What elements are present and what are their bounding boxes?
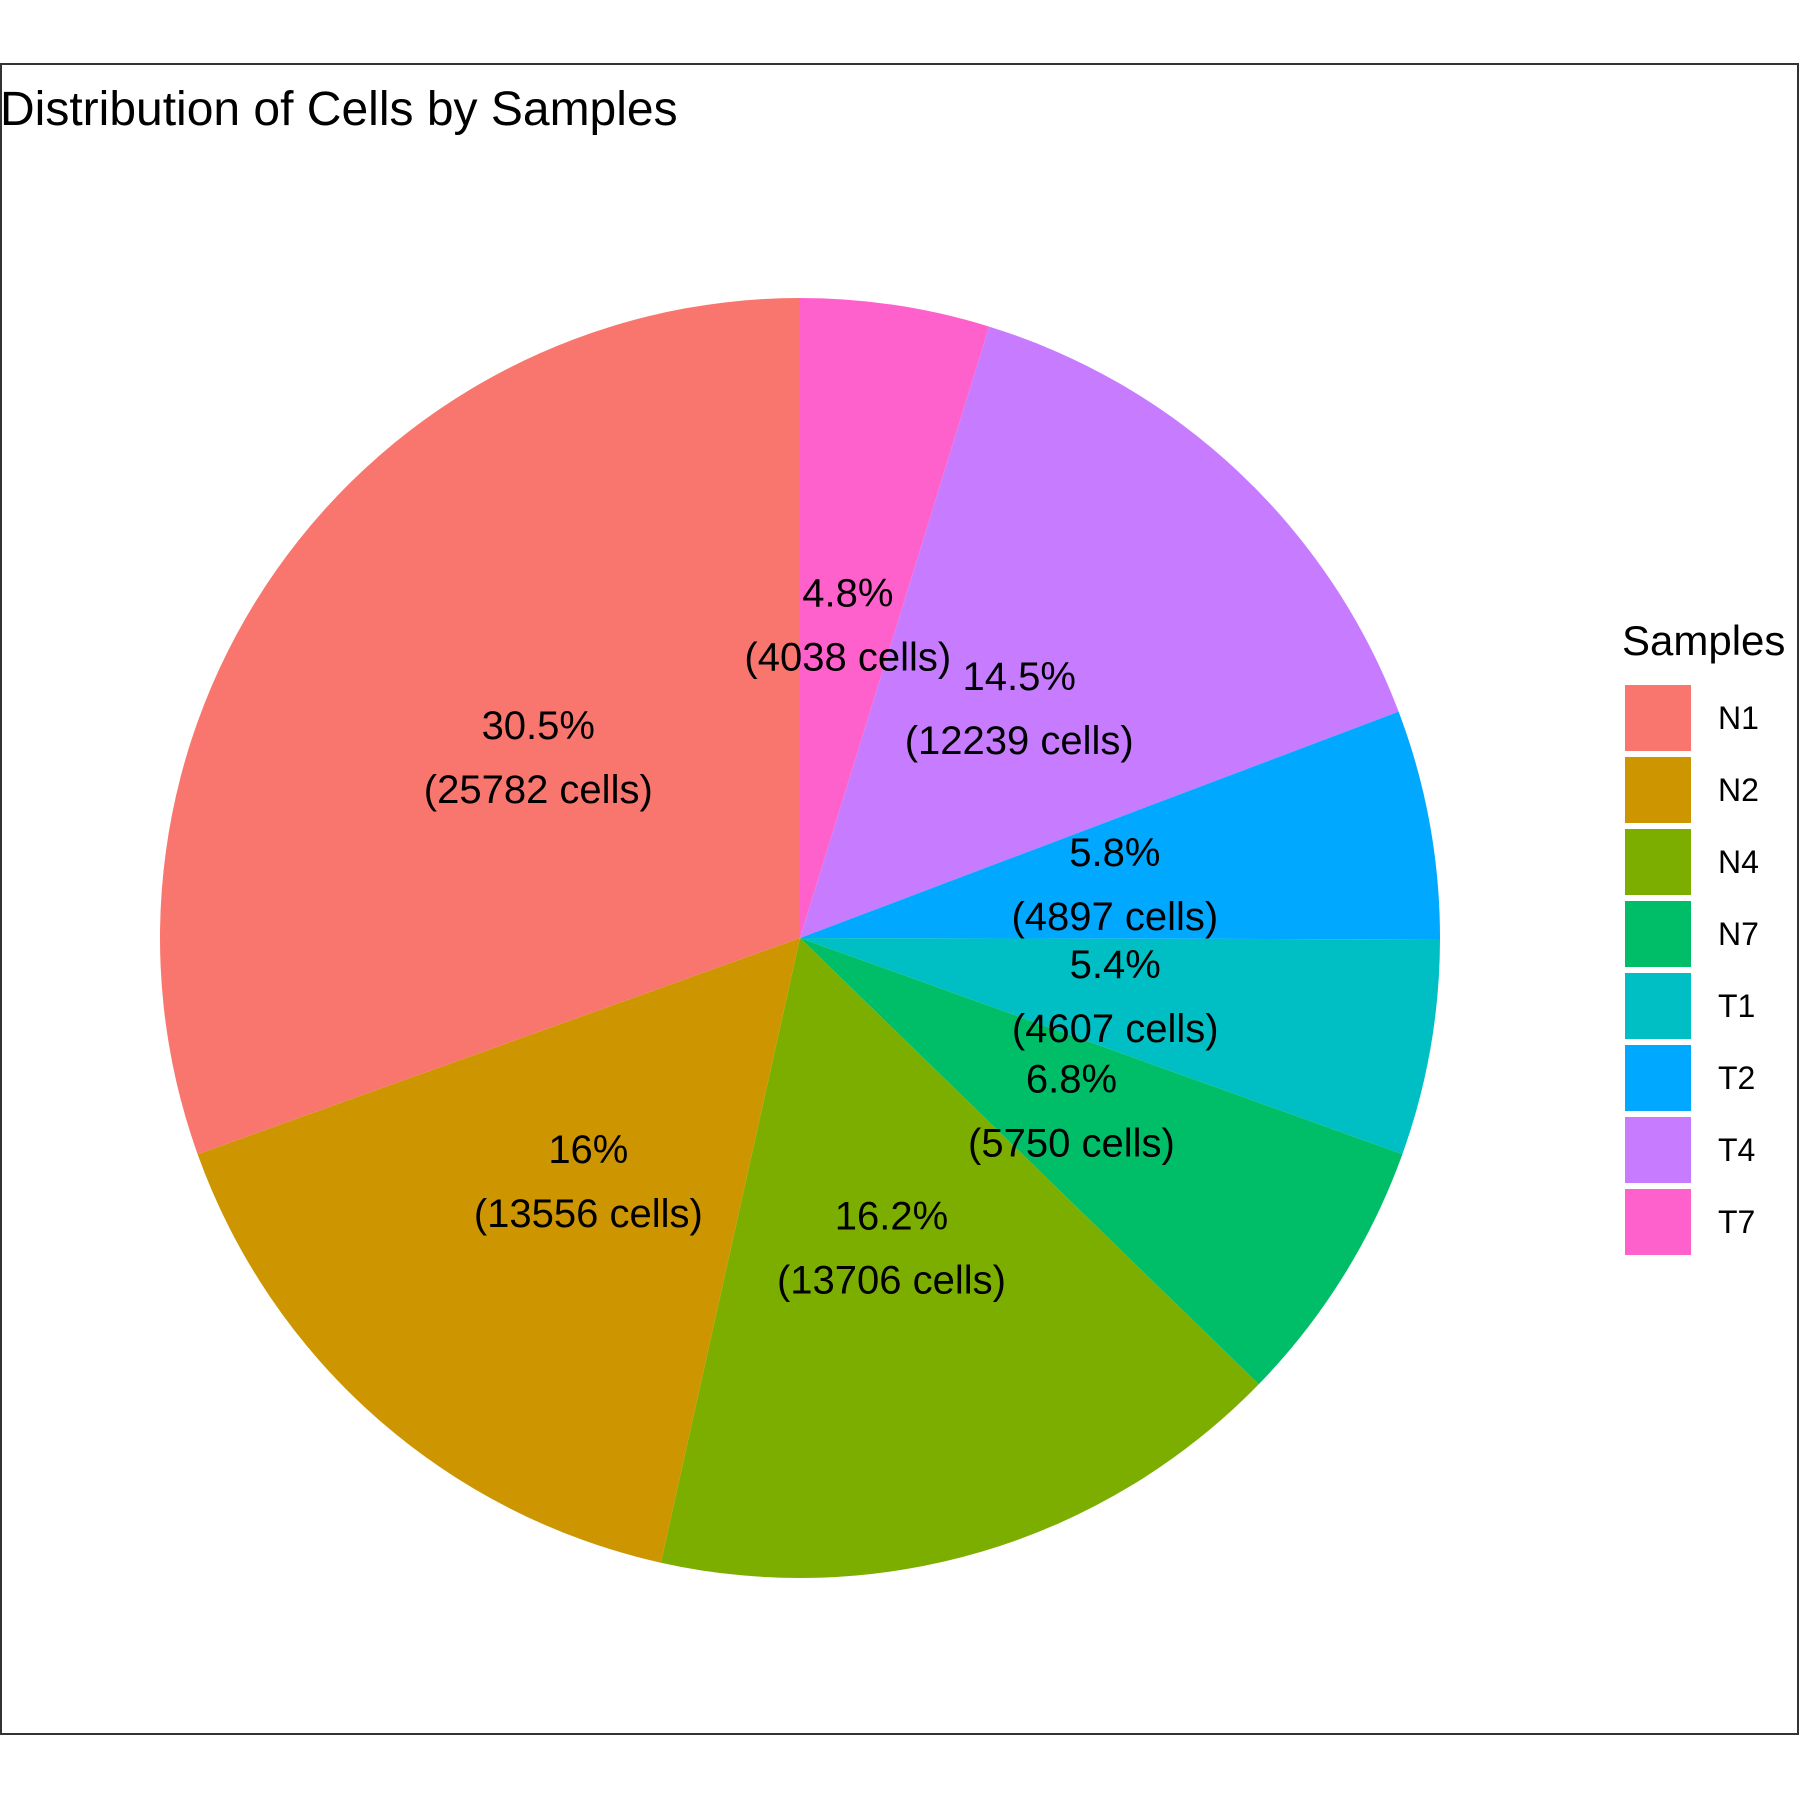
legend-key-t1 [1625, 973, 1691, 1039]
slice-count-label-t7: (4038 cells) [744, 636, 951, 680]
chart-title: Distribution of Cells by Samples [0, 83, 678, 136]
slice-count-label-t2: (4897 cells) [1011, 895, 1218, 939]
slice-count-label-n4: (13706 cells) [777, 1259, 1006, 1303]
pie-slice-n2 [197, 938, 800, 1563]
legend-key-n4 [1625, 829, 1691, 895]
legend-label-n1: N1 [1718, 700, 1759, 736]
legend-label-t7: T7 [1718, 1204, 1755, 1240]
slice-count-label-t1: (4607 cells) [1012, 1007, 1219, 1051]
slice-count-label-n1: (25782 cells) [424, 768, 653, 812]
legend-label-n2: N2 [1718, 772, 1759, 808]
pie-slice-n1 [159, 298, 801, 1155]
pie-slices [159, 298, 1440, 1578]
pie-slice-labels: 4.8% (4038 cells) 14.5% (12239 cells) 5.8% (4… [424, 572, 1219, 1303]
legend: Samples N1 N2 N4 N7 T1 T2 T4 T7 [1622, 617, 1785, 1255]
legend-label-n7: N7 [1718, 916, 1759, 952]
pie-slice-t7 [800, 298, 990, 938]
pie-slice-t1 [800, 938, 1440, 1155]
slice-percent-label-t2: 5.8% [1069, 831, 1160, 875]
slice-percent-label-t7: 4.8% [802, 572, 893, 616]
slice-percent-label-n7: 6.8% [1026, 1057, 1117, 1101]
legend-label-t2: T2 [1718, 1060, 1755, 1096]
legend-key-t4 [1625, 1117, 1691, 1183]
legend-label-n4: N4 [1718, 844, 1759, 880]
pie-slice-t4 [800, 326, 1399, 939]
slice-percent-label-n4: 16.2% [835, 1195, 948, 1239]
slice-percent-label-t1: 5.4% [1070, 943, 1161, 987]
legend-key-n2 [1625, 757, 1691, 823]
legend-label-t4: T4 [1718, 1132, 1755, 1168]
legend-title: Samples [1622, 617, 1785, 664]
slice-count-label-n2: (13556 cells) [474, 1192, 703, 1236]
pie-slice-n7 [800, 938, 1403, 1385]
slice-percent-label-n1: 30.5% [482, 704, 595, 748]
slice-count-label-t4: (12239 cells) [905, 719, 1134, 763]
pie-slice-t2 [800, 711, 1440, 940]
pie-slice-n4 [660, 938, 1259, 1578]
legend-key-n1 [1625, 685, 1691, 751]
slice-percent-label-t4: 14.5% [962, 655, 1075, 699]
legend-label-t1: T1 [1718, 988, 1755, 1024]
slice-percent-label-n2: 16% [548, 1128, 628, 1172]
legend-key-n7 [1625, 901, 1691, 967]
slice-count-label-n7: (5750 cells) [968, 1121, 1175, 1165]
legend-key-t7 [1625, 1189, 1691, 1255]
legend-key-t2 [1625, 1045, 1691, 1111]
